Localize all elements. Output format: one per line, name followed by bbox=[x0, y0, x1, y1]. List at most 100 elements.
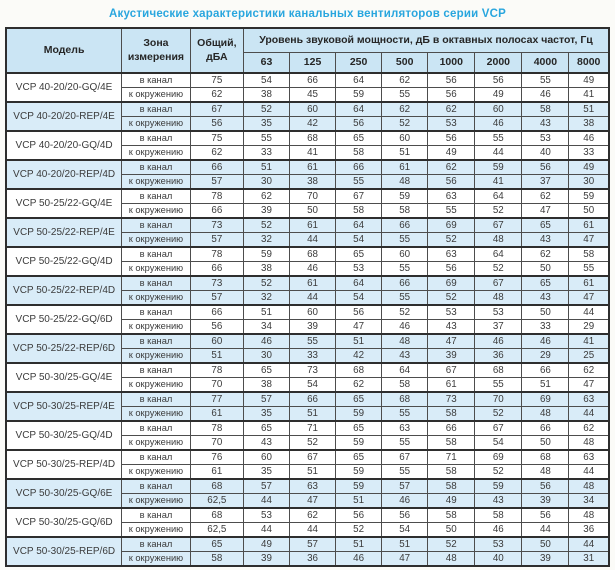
band-level-cell: 43 bbox=[381, 348, 429, 364]
band-level-cell: 52 bbox=[474, 406, 523, 422]
zone-cell: к окружению bbox=[121, 435, 191, 451]
band-level-cell: 36 bbox=[289, 551, 337, 567]
total-dba-cell: 67 bbox=[189, 101, 244, 117]
band-level-cell: 50 bbox=[568, 203, 610, 219]
table-row-to-surroundings: к окружению 61 35 51 59 55 58 52 48 44 bbox=[6, 464, 610, 480]
band-level-cell: 71 bbox=[427, 449, 476, 465]
band-level-cell: 44 bbox=[242, 493, 291, 509]
total-dba-cell: 62,5 bbox=[189, 522, 244, 538]
band-level-cell: 57 bbox=[289, 536, 337, 552]
band-level-cell: 60 bbox=[381, 246, 429, 262]
band-level-cell: 65 bbox=[242, 362, 291, 378]
table-row-in-duct: VCP 50-25/22-GQ/4D в канал 78 59 68 65 60 63 64 6… bbox=[5, 246, 610, 277]
zone-cell: в канал bbox=[121, 536, 191, 552]
band-level-cell: 35 bbox=[242, 464, 291, 480]
zone-cell: в канал bbox=[121, 159, 191, 175]
table-row-in-duct: VCP 50-30/25-REP/4D в канал 76 60 67 65 67 71 69… bbox=[5, 449, 610, 480]
header-row-frequencies: 63 125 250 500 1000 2000 4000 8000 bbox=[6, 51, 610, 74]
band-level-cell: 67 bbox=[289, 449, 337, 465]
band-level-cell: 56 bbox=[521, 507, 570, 523]
table-row-to-surroundings: к окружению 58 39 36 46 47 48 40 39 31 bbox=[6, 551, 610, 567]
band-level-cell: 56 bbox=[335, 116, 383, 132]
band-level-cell: 64 bbox=[381, 362, 429, 378]
band-level-cell: 55 bbox=[381, 435, 429, 451]
band-level-cell: 65 bbox=[242, 420, 291, 436]
table-row-in-duct: VCP 50-25/22-REP/4D в канал 73 52 61 64 66 69 67… bbox=[5, 275, 610, 306]
band-level-cell: 59 bbox=[568, 188, 610, 204]
band-level-cell: 51 bbox=[335, 333, 383, 349]
band-level-cell: 58 bbox=[427, 464, 476, 480]
zone-cell: к окружению bbox=[121, 232, 191, 248]
band-level-cell: 62 bbox=[427, 159, 476, 175]
band-level-cell: 43 bbox=[521, 116, 570, 132]
zone-cell: в канал bbox=[121, 391, 191, 407]
band-level-cell: 58 bbox=[381, 377, 429, 393]
band-level-cell: 59 bbox=[335, 435, 383, 451]
band-level-cell: 60 bbox=[474, 101, 523, 117]
zone-cell: в канал bbox=[121, 275, 191, 291]
zone-cell: к окружению bbox=[121, 116, 191, 132]
band-level-cell: 62 bbox=[289, 507, 337, 523]
band-level-cell: 64 bbox=[335, 217, 383, 233]
band-level-cell: 60 bbox=[289, 101, 337, 117]
band-level-cell: 53 bbox=[335, 261, 383, 277]
header-row-top: Модель Зона измерения Общий, дБА Уровень… bbox=[5, 27, 610, 74]
band-level-cell: 60 bbox=[381, 130, 429, 146]
band-level-cell: 63 bbox=[568, 449, 610, 465]
band-level-cell: 67 bbox=[381, 449, 429, 465]
model-cell: VCP 40-20/20-REP/4D bbox=[5, 159, 123, 190]
total-dba-cell: 58 bbox=[189, 551, 244, 567]
table-row-to-surroundings: к окружению 62 38 45 59 55 56 49 46 41 bbox=[6, 87, 610, 103]
model-cell: VCP 50-25/22-GQ/4E bbox=[5, 188, 123, 219]
total-dba-cell: 66 bbox=[189, 304, 244, 320]
band-level-cell: 56 bbox=[335, 304, 383, 320]
total-dba-cell: 62 bbox=[189, 145, 244, 161]
band-level-cell: 68 bbox=[381, 391, 429, 407]
band-level-cell: 43 bbox=[521, 232, 570, 248]
band-level-cell: 62 bbox=[568, 420, 610, 436]
band-level-cell: 52 bbox=[289, 435, 337, 451]
band-level-cell: 46 bbox=[242, 333, 291, 349]
band-level-cell: 48 bbox=[521, 464, 570, 480]
band-level-cell: 55 bbox=[335, 174, 383, 190]
zone-cell: к окружению bbox=[121, 319, 191, 335]
band-level-cell: 47 bbox=[427, 333, 476, 349]
band-level-cell: 48 bbox=[521, 406, 570, 422]
band-level-cell: 47 bbox=[335, 319, 383, 335]
zone-cell: в канал bbox=[121, 304, 191, 320]
band-level-cell: 55 bbox=[474, 377, 523, 393]
header-freq-500: 500 bbox=[381, 51, 429, 74]
band-level-cell: 35 bbox=[242, 406, 291, 422]
table-row-in-duct: VCP 40-20/20-GQ/4E в канал 75 54 66 64 62 56 56 5… bbox=[5, 72, 610, 103]
band-level-cell: 38 bbox=[242, 261, 291, 277]
band-level-cell: 55 bbox=[568, 261, 610, 277]
band-level-cell: 41 bbox=[568, 87, 610, 103]
band-level-cell: 51 bbox=[521, 377, 570, 393]
band-level-cell: 52 bbox=[335, 522, 383, 538]
band-level-cell: 67 bbox=[335, 188, 383, 204]
header-model: Модель bbox=[5, 27, 123, 74]
band-level-cell: 61 bbox=[381, 159, 429, 175]
band-level-cell: 66 bbox=[381, 275, 429, 291]
zone-cell: в канал bbox=[121, 449, 191, 465]
band-level-cell: 51 bbox=[289, 406, 337, 422]
band-level-cell: 55 bbox=[521, 72, 570, 88]
total-dba-cell: 57 bbox=[189, 290, 244, 306]
table-row-in-duct: VCP 50-25/22-GQ/6D в канал 66 51 60 56 52 53 53 5… bbox=[5, 304, 610, 335]
band-level-cell: 69 bbox=[521, 391, 570, 407]
band-level-cell: 42 bbox=[335, 348, 383, 364]
band-level-cell: 62 bbox=[521, 246, 570, 262]
band-level-cell: 51 bbox=[242, 304, 291, 320]
band-level-cell: 62 bbox=[521, 188, 570, 204]
total-dba-cell: 65 bbox=[189, 536, 244, 552]
table-row-to-surroundings: к окружению 62,5 44 44 52 54 50 46 44 36 bbox=[6, 522, 610, 538]
band-level-cell: 48 bbox=[381, 174, 429, 190]
table-row-in-duct: VCP 50-30/25-GQ/4E в канал 78 65 73 68 64 67 68 6… bbox=[5, 362, 610, 393]
header-freq-2000: 2000 bbox=[474, 51, 523, 74]
page-title: Акустические характеристики канальных ве… bbox=[108, 8, 507, 20]
band-level-cell: 47 bbox=[568, 377, 610, 393]
band-level-cell: 48 bbox=[474, 290, 523, 306]
total-dba-cell: 77 bbox=[189, 391, 244, 407]
band-level-cell: 66 bbox=[427, 420, 476, 436]
band-level-cell: 44 bbox=[568, 536, 610, 552]
